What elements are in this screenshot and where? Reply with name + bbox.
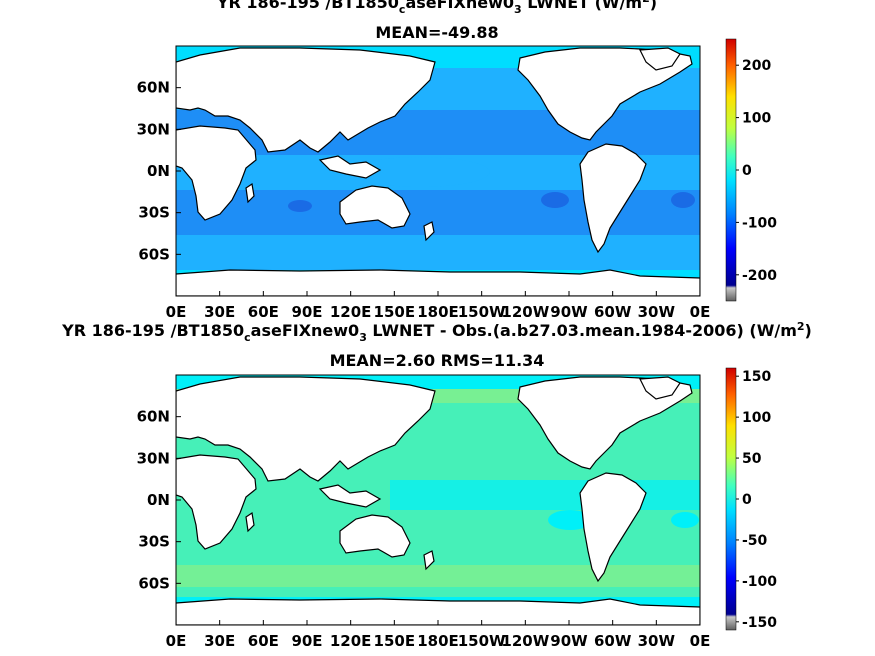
colorbar-ticks: 200 100 0 -100 -200 (736, 58, 777, 284)
south-america-landmass (579, 472, 647, 583)
x-tick-label: 0E (166, 632, 187, 650)
x-tick-label: 60W (594, 303, 632, 321)
eurasia-landmass (176, 376, 436, 482)
antarctica-landmass (176, 598, 700, 625)
south-atlantic-cold (671, 512, 699, 528)
pacific-warm-pool (350, 157, 490, 187)
antarctica-landmass (176, 269, 700, 296)
y-tick-label: 30S (138, 204, 170, 222)
colorbar-tick-label: 0 (742, 492, 752, 508)
south-atlantic-low (671, 192, 695, 208)
new-zealand (423, 221, 435, 242)
map-field (176, 375, 700, 625)
south-america-landmass (579, 143, 647, 254)
new-zealand (423, 550, 435, 571)
x-tick-label: 0E (690, 303, 711, 321)
x-tick-label: 0E (166, 303, 187, 321)
chart-title: YR 186-195 /BT1850caseFIXnew03 LWNET - O… (61, 320, 812, 344)
colorbar-tick-label: 200 (742, 58, 771, 74)
greenland-landmass (639, 376, 681, 400)
colorbar-tick-label: 0 (742, 163, 752, 179)
x-tick-label: 30W (638, 632, 676, 650)
x-tick-label: 150W (458, 632, 506, 650)
south-pacific-low (541, 192, 569, 208)
colorbar-ticks: 150 100 50 0 -50 -100 -150 (736, 369, 777, 631)
y-tick-label: 60N (137, 79, 170, 97)
x-tick-label: 120E (330, 303, 372, 321)
y-tick-label: 0N (147, 162, 170, 180)
australia-landmass (339, 185, 411, 229)
x-tick-label: 150E (374, 303, 416, 321)
chart-subtitle: MEAN=-49.88 (375, 23, 498, 42)
indonesia-islands (318, 484, 382, 508)
x-tick-label: 90W (550, 303, 588, 321)
africa-landmass (176, 125, 257, 221)
x-tick-label: 120W (501, 632, 549, 650)
colorbar-tick-label: -50 (742, 533, 768, 549)
equatorial-cyan-band (390, 480, 700, 510)
y-tick-label: 30N (137, 449, 170, 467)
east-pacific-cold (548, 510, 592, 530)
africa-landmass (176, 454, 257, 550)
y-tick-label: 30N (137, 120, 170, 138)
madagascar (245, 511, 255, 533)
australia-landmass (339, 514, 411, 558)
y-tick-label: 60S (138, 245, 170, 263)
x-tick-label: 120W (501, 303, 549, 321)
colorbar-tick-label: -200 (742, 268, 777, 284)
panel-bottom: YR 186-195 /BT1850caseFIXnew03 LWNET - O… (61, 320, 812, 650)
continents (176, 47, 700, 296)
colorbar-tick-label: -100 (742, 215, 777, 231)
x-tick-label: 60W (594, 632, 632, 650)
x-tick-label: 60E (248, 303, 279, 321)
x-tick-label: 0E (690, 632, 711, 650)
x-tick-label: 180E (417, 303, 459, 321)
x-tick-label: 90E (291, 303, 322, 321)
panel-top: YR 186-195 /BT1850caseFIXnew03 LWNET (W/… (137, 0, 778, 321)
x-tick-label: 150E (374, 632, 416, 650)
southern-ocean-band (176, 240, 700, 270)
indonesia-islands (318, 155, 382, 179)
y-tick-label: 60N (137, 408, 170, 426)
x-tick-label: 30W (638, 303, 676, 321)
southern-ocean-warm (176, 565, 700, 587)
y-tick-label: 0N (147, 491, 170, 509)
x-tick-label: 120E (330, 632, 372, 650)
x-tick-label: 30E (204, 303, 235, 321)
continents (176, 376, 700, 625)
colorbar-tick-label: 100 (742, 410, 771, 426)
colorbar-tick-label: 100 (742, 111, 771, 127)
indian-ocean-low (288, 200, 312, 212)
colorbar-tick-label: 150 (742, 369, 771, 385)
x-tick-label: 180E (417, 632, 459, 650)
colorbar-tick-label: 50 (742, 451, 762, 467)
colorbar (725, 38, 737, 302)
x-tick-label: 90W (550, 632, 588, 650)
colorbar-tick-label: -150 (742, 615, 777, 631)
x-tick-label: 150W (458, 303, 506, 321)
map-field (176, 46, 700, 296)
x-tick-label: 30E (204, 632, 235, 650)
chart-title: YR 186-195 /BT1850caseFIXnew03 LWNET (W/… (216, 0, 657, 16)
greenland-landmass (639, 47, 681, 71)
y-tick-label: 60S (138, 574, 170, 592)
colorbar-tick-label: -100 (742, 574, 777, 590)
colorbar (725, 367, 737, 631)
x-tick-label: 60E (248, 632, 279, 650)
eurasia-landmass (176, 47, 436, 153)
x-tick-label: 90E (291, 632, 322, 650)
chart-subtitle: MEAN=2.60 RMS=11.34 (330, 351, 545, 370)
madagascar (245, 182, 255, 204)
y-tick-label: 30S (138, 533, 170, 551)
